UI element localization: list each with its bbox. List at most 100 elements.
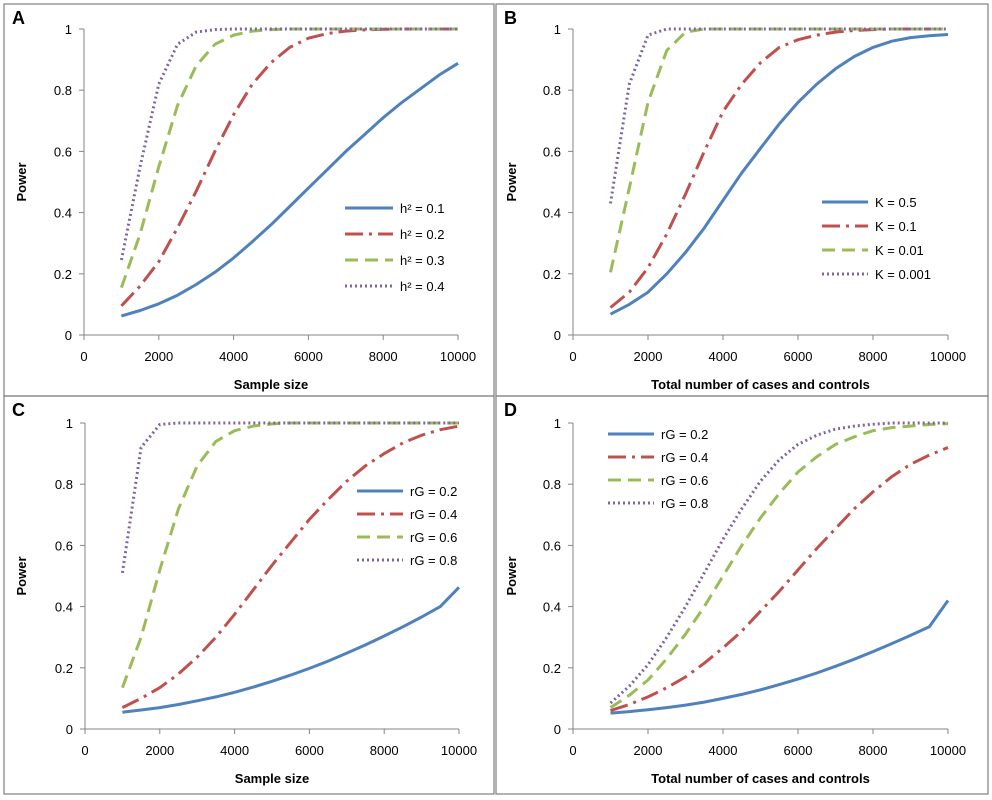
x-tick-label: 8000 [859,743,888,758]
legend-label-3: rG = 0.6 [661,473,708,488]
x-tick-label: 6000 [784,349,813,364]
series-line-4 [609,27,948,204]
x-axis-title: Sample size [234,377,308,392]
x-tick-label: 2000 [145,743,174,758]
panel-letter: B [504,8,517,28]
legend-label-2: K = 0.1 [875,219,917,234]
legend-label-4: rG = 0.8 [410,553,457,568]
legend-label-1: h² = 0.1 [400,201,444,216]
y-tick-label: 1 [554,416,561,431]
panel-letter: A [12,8,25,28]
y-tick-label: 0.8 [55,477,73,492]
panel-frame [3,395,495,795]
x-tick-label: 4000 [219,349,248,364]
panel-a: A 0 0.2 0.4 0.6 0.8 1 0 2000 4000 6000 8000 10000 Sam… [3,3,495,397]
y-tick-label: 1 [554,22,561,37]
x-tick-label: 10000 [441,743,477,758]
series-line-3 [120,421,459,689]
legend-label-1: K = 0.5 [875,195,917,210]
legend-label-1: rG = 0.2 [410,484,457,499]
x-tick-label: 4000 [709,743,738,758]
series-line-1 [610,599,950,715]
series-line-4 [120,421,459,574]
y-axis-title: Power [14,162,29,201]
y-axis-title: Power [504,556,519,595]
x-tick-label: 2000 [634,743,663,758]
y-tick-label: 0 [65,328,72,343]
x-tick-label: 4000 [220,743,249,758]
panel-frame [495,395,989,795]
y-tick-label: 0.8 [543,83,561,98]
legend-label-3: rG = 0.6 [410,530,457,545]
series-line-4 [119,27,458,261]
series-line-3 [609,27,948,273]
series-line-1 [609,33,949,316]
y-tick-label: 0.4 [54,206,72,221]
series-line-2 [121,424,460,709]
legend: rG = 0.2 rG = 0.4 rG = 0.6 rG = 0.8 [608,427,708,511]
x-tick-label: 8000 [369,349,398,364]
y-tick-label: 0.4 [55,600,73,615]
series-line-2 [120,27,458,307]
series-line-1 [122,586,461,714]
x-axis-title: Total number of cases and controls [651,377,870,392]
x-tick-label: 6000 [295,743,324,758]
legend-label-1: rG = 0.2 [661,427,708,442]
series-line-3 [119,27,458,289]
legend-label-4: h² = 0.4 [400,279,444,294]
legend-label-2: rG = 0.4 [410,507,457,522]
x-tick-label: 10000 [930,349,966,364]
y-tick-label: 0 [66,722,73,737]
x-tick-label: 10000 [930,743,966,758]
x-tick-label: 2000 [634,349,663,364]
y-tick-label: 0.6 [543,144,561,159]
y-tick-label: 0.6 [55,538,73,553]
legend-label-3: h² = 0.3 [400,253,444,268]
x-tick-label: 0 [80,349,87,364]
legend-label-4: rG = 0.8 [661,496,708,511]
legend-label-3: K = 0.01 [875,243,924,258]
x-tick-label: 2000 [144,349,173,364]
series-line-3 [609,422,949,709]
series-line-2 [609,27,948,309]
series-line-4 [609,421,948,705]
legend-label-4: K = 0.001 [875,267,931,282]
panel-b: B 0 0.2 0.4 0.6 0.8 1 0 2000 4000 6000 8000 10000 Tot… [495,3,989,397]
x-axis-title: Sample size [235,771,309,786]
x-tick-label: 0 [569,743,576,758]
legend-label-2: h² = 0.2 [400,227,444,242]
x-tick-label: 4000 [709,349,738,364]
y-tick-label: 0.8 [54,83,72,98]
y-tick-label: 0.2 [55,661,73,676]
x-tick-label: 6000 [294,349,323,364]
x-tick-label: 0 [569,349,576,364]
x-tick-label: 10000 [440,349,476,364]
y-tick-label: 0 [554,328,561,343]
y-tick-label: 0.6 [543,538,561,553]
y-tick-label: 0.2 [54,267,72,282]
x-tick-label: 0 [81,743,88,758]
panel-frame [3,3,495,397]
legend: h² = 0.1 h² = 0.2 h² = 0.3 h² = 0.4 [345,201,444,294]
x-tick-label: 8000 [370,743,399,758]
panel-letter: D [504,400,517,420]
legend-label-2: rG = 0.4 [661,450,708,465]
legend: K = 0.5 K = 0.1 K = 0.01 K = 0.001 [822,195,931,282]
y-tick-label: 0.2 [543,661,561,676]
x-tick-label: 8000 [859,349,888,364]
y-tick-label: 0.4 [543,600,561,615]
x-axis-title: Total number of cases and controls [651,771,870,786]
y-tick-label: 1 [65,22,72,37]
x-tick-label: 6000 [784,743,813,758]
series-line-2 [610,446,949,713]
y-tick-label: 1 [66,416,73,431]
y-tick-label: 0 [554,722,561,737]
y-tick-label: 0.8 [543,477,561,492]
y-axis-title: Power [14,556,29,595]
y-tick-label: 0.2 [543,267,561,282]
panel-d: D 0 0.2 0.4 0.6 0.8 1 0 2000 4000 6000 8000 10000 Tot… [495,395,989,795]
legend: rG = 0.2 rG = 0.4 rG = 0.6 rG = 0.8 [357,484,457,568]
y-axis-title: Power [504,162,519,201]
panel-letter: C [12,400,25,420]
